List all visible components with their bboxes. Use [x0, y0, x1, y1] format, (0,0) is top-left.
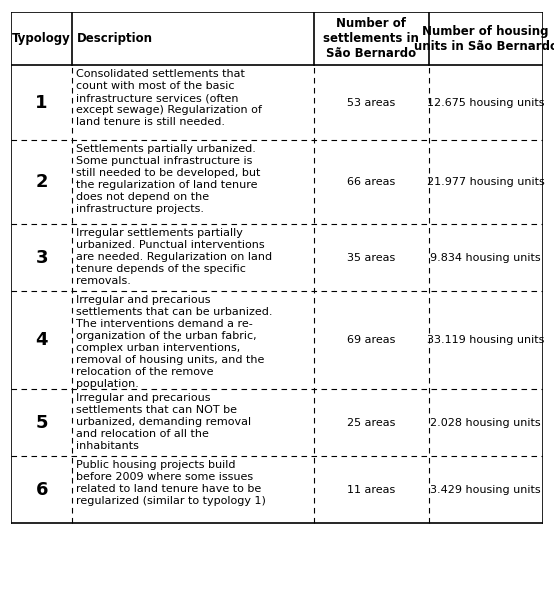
Text: 53 areas: 53 areas: [347, 98, 396, 108]
Text: 21.977 housing units: 21.977 housing units: [427, 178, 545, 187]
Text: 2.028 housing units: 2.028 housing units: [430, 418, 541, 428]
Text: 33.119 housing units: 33.119 housing units: [427, 335, 545, 345]
Text: Number of housing
units in São Bernardo: Number of housing units in São Bernardo: [414, 24, 554, 53]
Text: 2: 2: [35, 173, 48, 191]
Text: Number of
settlements in
São Bernardo: Number of settlements in São Bernardo: [324, 17, 419, 60]
Text: Irregular and precarious
settlements that can NOT be
urbanized, demanding remova: Irregular and precarious settlements tha…: [76, 393, 252, 451]
Text: Typology: Typology: [12, 32, 71, 45]
Text: 3: 3: [35, 249, 48, 267]
Text: 66 areas: 66 areas: [347, 178, 396, 187]
Text: 35 areas: 35 areas: [347, 253, 396, 263]
Text: 9.834 housing units: 9.834 housing units: [430, 253, 541, 263]
Text: Consolidated settlements that
count with most of the basic
infrastructure servic: Consolidated settlements that count with…: [76, 69, 263, 127]
Text: 1: 1: [35, 94, 48, 112]
Text: 3.429 housing units: 3.429 housing units: [430, 485, 541, 495]
Text: Irregular and precarious
settlements that can be urbanized.
The interventions de: Irregular and precarious settlements tha…: [76, 295, 273, 390]
Text: 69 areas: 69 areas: [347, 335, 396, 345]
Text: Public housing projects build
before 2009 where some issues
related to land tenu: Public housing projects build before 200…: [76, 460, 266, 506]
Text: 12.675 housing units: 12.675 housing units: [427, 98, 545, 108]
Text: 4: 4: [35, 332, 48, 349]
Text: Irregular settlements partially
urbanized. Punctual interventions
are needed. Re: Irregular settlements partially urbanize…: [76, 229, 273, 287]
Text: 25 areas: 25 areas: [347, 418, 396, 428]
Text: Settlements partially urbanized.
Some punctual infrastructure is
still needed to: Settlements partially urbanized. Some pu…: [76, 144, 261, 214]
Text: 5: 5: [35, 414, 48, 432]
Text: Description: Description: [76, 32, 152, 45]
Text: 11 areas: 11 areas: [347, 485, 396, 495]
Text: 6: 6: [35, 481, 48, 499]
